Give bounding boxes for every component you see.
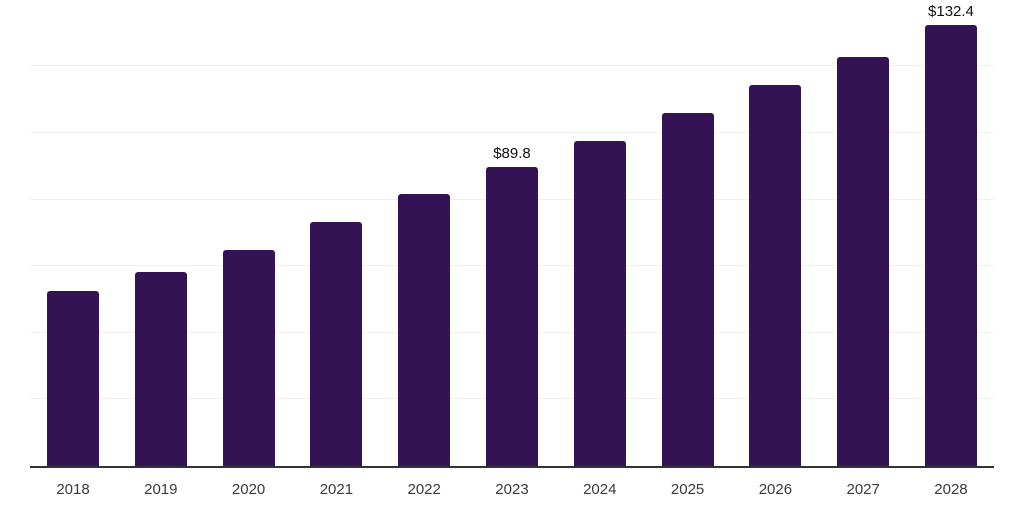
x-tick-label-2025: 2025 <box>670 481 705 498</box>
bar-2025 <box>661 113 714 466</box>
x-tick-label-2018: 2018 <box>56 481 90 498</box>
bar-value-label-2023: $89.8 <box>493 145 531 162</box>
x-tick-label-2022: 2022 <box>407 481 441 498</box>
x-tick-label-2024: 2024 <box>583 481 617 498</box>
plot-area: $89.8 $132.4 <box>30 0 994 468</box>
bar-value-label-2028: $132.4 <box>928 3 974 20</box>
bar-2028: $132.4 <box>924 3 977 466</box>
bar-2020 <box>222 250 275 466</box>
bar-2019 <box>134 272 187 466</box>
x-tick-label-2020: 2020 <box>231 481 266 498</box>
x-tick-label-2021: 2021 <box>319 481 354 498</box>
x-tick-label-2019: 2019 <box>144 481 178 498</box>
bar-2024 <box>573 141 626 466</box>
bar-2026 <box>749 85 802 466</box>
x-tick-label-2027: 2027 <box>846 481 880 498</box>
x-tick-label-2028: 2028 <box>934 481 968 498</box>
x-tick-label-2023: 2023 <box>495 481 529 498</box>
bars-container: $89.8 $132.4 <box>30 0 994 466</box>
bar-2021 <box>310 222 363 466</box>
bar-2018 <box>47 291 99 466</box>
bar-2022 <box>398 194 451 466</box>
x-tick-label-2026: 2026 <box>758 481 793 498</box>
bar-2027 <box>837 57 890 466</box>
x-axis-labels: 2018 2019 2020 2021 2022 2023 2024 2025 2026 2027… <box>30 481 994 498</box>
bar-2023: $89.8 <box>485 145 538 466</box>
